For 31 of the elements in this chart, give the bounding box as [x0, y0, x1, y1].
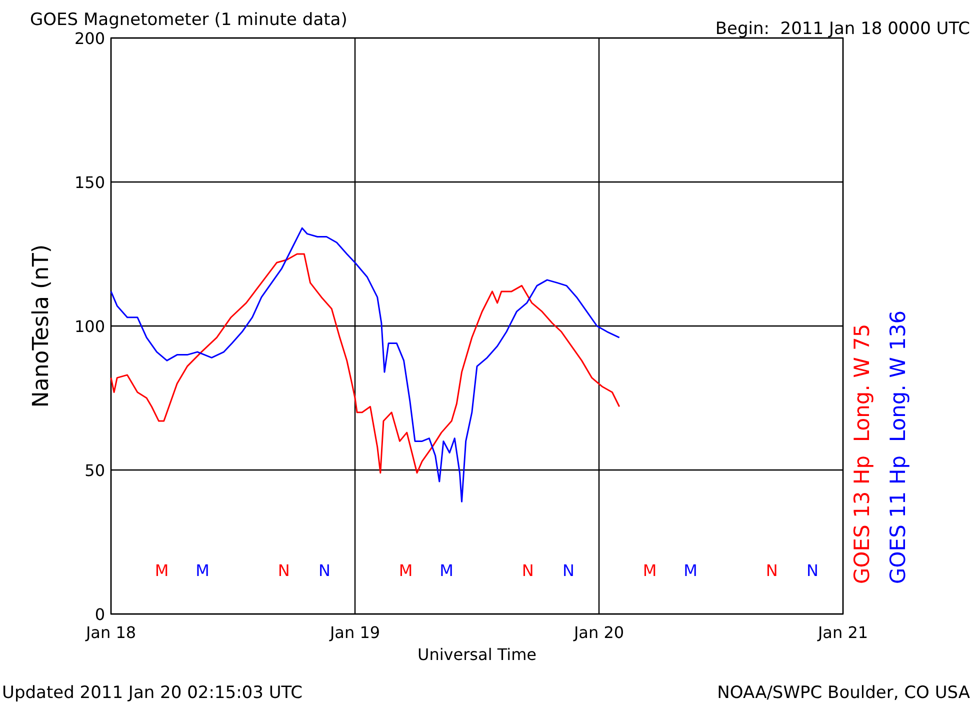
- y-tick-label: 0: [94, 605, 105, 624]
- annotation: M: [642, 561, 657, 580]
- line-series: [110, 253, 620, 474]
- x-axis-title: Universal Time: [417, 645, 537, 664]
- x-tick-label: Jan 19: [328, 623, 380, 642]
- annotation: M: [154, 561, 169, 580]
- annotation: M: [684, 561, 698, 580]
- annotation: M: [398, 561, 413, 580]
- annotation: N: [806, 561, 818, 580]
- y-tick-label: 200: [74, 29, 105, 48]
- y-tick-label: 150: [74, 173, 105, 192]
- y-axis-title: NanoTesla (nT): [29, 244, 54, 408]
- x-tick-label: Jan 20: [572, 623, 624, 642]
- annotation: N: [318, 561, 330, 580]
- annotation: N: [278, 561, 290, 580]
- y-tick-label: 100: [74, 317, 105, 336]
- text: GOES 11 Hp Long. W 136: [886, 310, 910, 584]
- text: Updated 2011 Jan 20 02:15:03 UTC: [2, 683, 303, 703]
- annotation: N: [562, 561, 574, 580]
- annotation: N: [766, 561, 778, 580]
- annotation: N: [522, 561, 534, 580]
- x-tick-label: Jan 18: [84, 623, 136, 642]
- chart-title: GOES Magnetometer (1 minute data): [30, 10, 348, 30]
- text: NOAA/SWPC Boulder, CO USA: [717, 683, 970, 703]
- y-tick-label: 50: [84, 461, 105, 480]
- x-tick-label: Jan 21: [816, 623, 868, 642]
- annotation: M: [440, 561, 454, 580]
- text: GOES 13 Hp Long. W 75: [850, 324, 874, 584]
- chart-subtitle: Begin: 2011 Jan 18 0000 UTC: [715, 19, 970, 39]
- line-series: [110, 227, 620, 502]
- annotation: M: [196, 561, 210, 580]
